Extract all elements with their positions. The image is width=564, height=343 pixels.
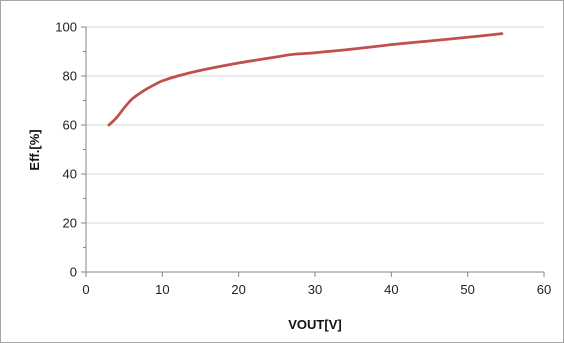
axes	[81, 26, 545, 277]
series-layer	[107, 32, 504, 127]
y-tick-label-2: 40	[63, 167, 77, 182]
y-tick-label-5: 100	[55, 20, 77, 35]
y-tick-label-1: 20	[63, 216, 77, 231]
y-tick-label-4: 80	[63, 69, 77, 84]
y-axis-title: Eff.[%]	[27, 129, 42, 170]
x-tick-label-5: 50	[460, 282, 474, 297]
x-tick-label-1: 10	[155, 282, 169, 297]
x-tick-label-3: 30	[308, 282, 322, 297]
x-tick-label-2: 20	[231, 282, 245, 297]
grid	[86, 26, 544, 224]
x-tick-label-4: 40	[384, 282, 398, 297]
y-tick-label-0: 0	[70, 265, 77, 280]
x-tick-label-6: 60	[537, 282, 551, 297]
series-line-0	[107, 32, 504, 127]
y-tick-label-3: 60	[63, 118, 77, 133]
x-axis-title: VOUT[V]	[288, 317, 341, 332]
x-tick-label-0: 0	[82, 282, 89, 297]
tick-labels: 0 20 40 60 80 100 0 10 20 30 40 50 60	[55, 20, 551, 298]
